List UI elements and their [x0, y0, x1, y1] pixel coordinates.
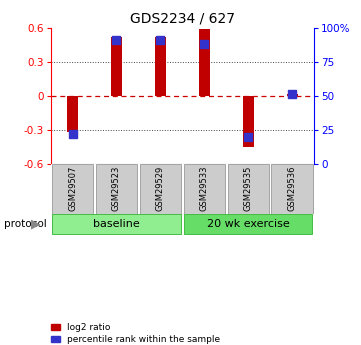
Bar — [140, 164, 181, 214]
Bar — [96, 164, 137, 214]
Bar — [184, 214, 312, 234]
Text: protocol: protocol — [4, 219, 46, 229]
Text: 20 wk exercise: 20 wk exercise — [207, 219, 290, 229]
Point — [113, 37, 119, 43]
Point — [201, 41, 207, 47]
Point — [289, 92, 295, 97]
Text: GSM29536: GSM29536 — [288, 166, 297, 211]
Text: baseline: baseline — [93, 219, 140, 229]
Bar — [199, 29, 210, 96]
Title: GDS2234 / 627: GDS2234 / 627 — [130, 11, 235, 25]
Bar — [184, 164, 225, 214]
Bar — [271, 164, 313, 214]
Legend: log2 ratio, percentile rank within the sample: log2 ratio, percentile rank within the s… — [52, 323, 220, 344]
Text: GSM29533: GSM29533 — [200, 166, 209, 211]
Bar — [227, 164, 269, 214]
Text: GSM29523: GSM29523 — [112, 166, 121, 211]
Bar — [67, 96, 78, 132]
Point — [70, 131, 75, 137]
Bar — [155, 37, 166, 96]
Text: GSM29535: GSM29535 — [244, 166, 253, 211]
Text: ▶: ▶ — [31, 218, 40, 230]
Text: GSM29529: GSM29529 — [156, 166, 165, 211]
Bar — [243, 96, 254, 147]
Bar — [52, 214, 180, 234]
Bar — [287, 93, 297, 96]
Point — [245, 134, 251, 139]
Point — [157, 37, 163, 43]
Text: GSM29507: GSM29507 — [68, 166, 77, 211]
Bar — [52, 164, 93, 214]
Bar — [111, 37, 122, 96]
